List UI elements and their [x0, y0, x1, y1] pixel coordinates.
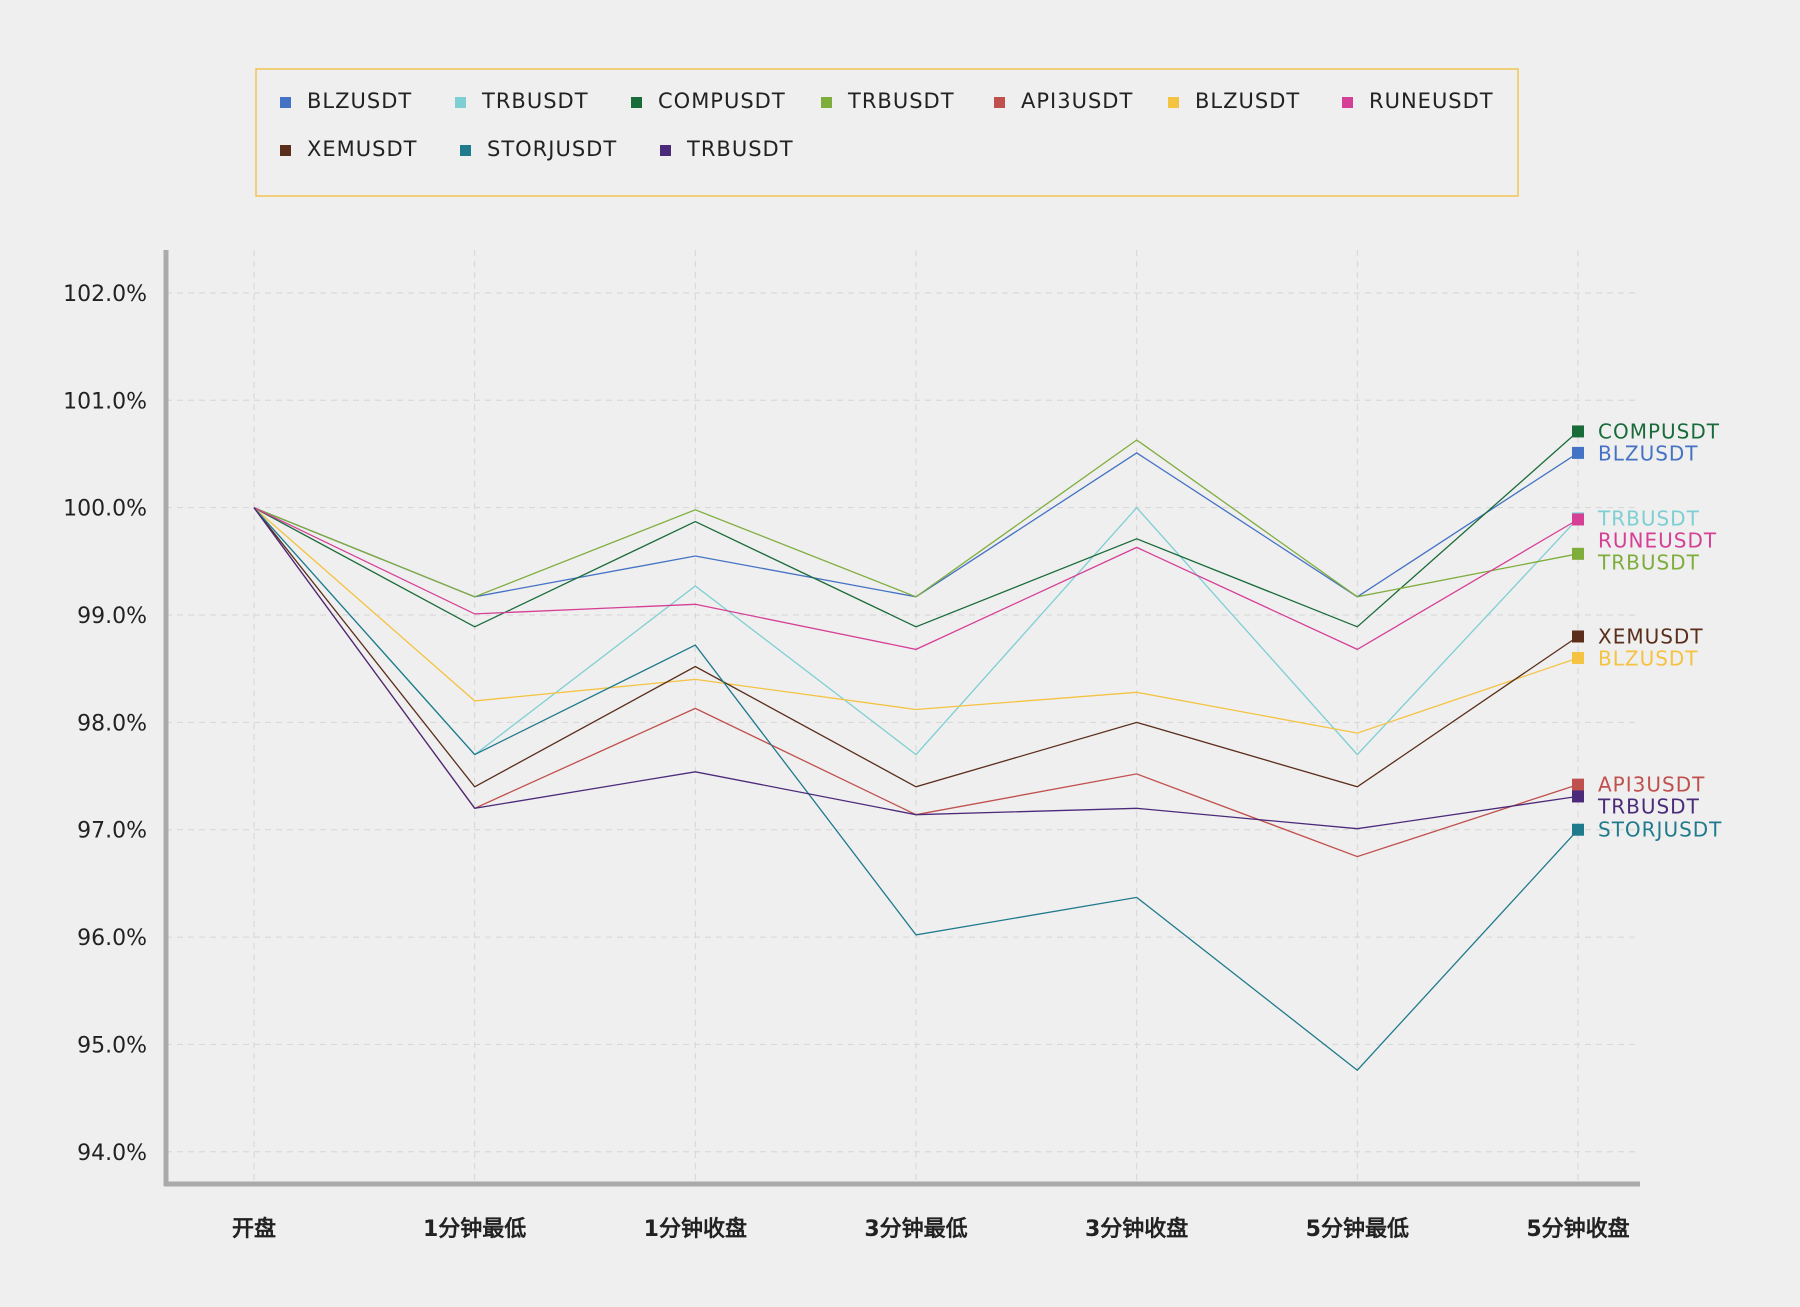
legend-entry: API3USDT — [1021, 89, 1133, 113]
legend-swatch — [994, 97, 1005, 108]
y-tick-label: 95.0% — [77, 1033, 147, 1058]
end-marker — [1572, 823, 1584, 836]
legend-swatch — [821, 97, 832, 108]
legend-swatch — [1342, 97, 1353, 108]
legend-swatch — [631, 97, 642, 108]
end-label: TRBUSDT — [1597, 506, 1700, 530]
legend-entry: STORJUSDT — [487, 137, 617, 161]
end-labels: COMPUSDTBLZUSDTTRBUSDTRUNEUSDTTRBUSDTXEM… — [1572, 419, 1722, 842]
legend-swatch — [660, 145, 671, 156]
series-line-blzusdt — [253, 507, 1579, 734]
end-label: BLZUSDT — [1598, 646, 1699, 670]
end-label: API3USDT — [1598, 773, 1705, 797]
x-tick-label: 1分钟收盘 — [644, 1216, 747, 1242]
grid — [166, 250, 1640, 1184]
series-lines — [253, 430, 1579, 1072]
legend-box — [255, 68, 1519, 197]
legend-entry: BLZUSDT — [307, 89, 412, 113]
y-tick-label: 100.0% — [63, 497, 147, 522]
x-tick-label: 3分钟最低 — [864, 1216, 967, 1242]
legend-entry: TRBUSDT — [686, 137, 794, 161]
end-marker — [1572, 547, 1584, 560]
legend-swatch — [1168, 97, 1179, 108]
legend-entry: TRBUSDT — [481, 89, 589, 113]
y-tick-label: 96.0% — [77, 926, 147, 951]
legend-entry: RUNEUSDT — [1369, 89, 1494, 113]
x-tick-label: 5分钟收盘 — [1526, 1216, 1629, 1242]
series-line-runeusdt — [253, 507, 1579, 651]
end-marker — [1572, 651, 1584, 664]
end-label: BLZUSDT — [1598, 441, 1699, 465]
end-marker — [1572, 630, 1584, 643]
end-marker — [1572, 790, 1584, 803]
x-tick-label: 3分钟收盘 — [1085, 1216, 1188, 1242]
y-tick-label: 102.0% — [63, 282, 147, 307]
x-tick-labels: 开盘 1分钟最低 1分钟收盘 3分钟最低 3分钟收盘 5分钟最低 5分钟收盘 — [232, 1216, 1630, 1242]
series-line-xemusdt — [253, 507, 1579, 788]
legend-entry: XEMUSDT — [307, 137, 417, 161]
end-marker — [1572, 446, 1584, 459]
end-marker — [1572, 778, 1584, 791]
y-tick-label: 94.0% — [77, 1141, 147, 1166]
end-label: RUNEUSDT — [1598, 528, 1717, 552]
y-tick-labels: 94.0% 95.0% 96.0% 97.0% 98.0% 99.0% 100.0% 101.… — [63, 282, 147, 1166]
y-tick-label: 98.0% — [77, 711, 147, 736]
x-tick-label: 1分钟最低 — [423, 1216, 526, 1242]
legend-swatch — [460, 145, 471, 156]
end-label: TRBUSDT — [1597, 795, 1700, 819]
end-label: TRBUSDT — [1597, 550, 1700, 574]
legend-entry: BLZUSDT — [1195, 89, 1300, 113]
end-label: COMPUSDT — [1598, 419, 1720, 443]
legend-swatch — [280, 145, 291, 156]
x-tick-label: 开盘 — [232, 1216, 276, 1242]
series-line-trbusdt — [253, 507, 1579, 830]
x-tick-label: 5分钟最低 — [1306, 1216, 1409, 1242]
series-line-storjusdt — [253, 507, 1579, 1072]
legend-swatch — [455, 97, 466, 108]
end-label: STORJUSDT — [1598, 818, 1722, 842]
legend: BLZUSDT TRBUSDT COMPUSDT TRBUSDT API3USDT BLZ… — [280, 89, 1494, 161]
legend-entry: TRBUSDT — [847, 89, 955, 113]
axes — [163, 250, 1640, 1187]
end-marker — [1572, 425, 1584, 438]
series-line-compusdt — [253, 430, 1579, 628]
y-tick-label: 97.0% — [77, 819, 147, 844]
y-tick-label: 99.0% — [77, 604, 147, 629]
series-line-trbusdt — [253, 439, 1579, 598]
y-tick-label: 101.0% — [63, 389, 147, 414]
legend-swatch — [280, 97, 291, 108]
legend-entry: COMPUSDT — [658, 89, 786, 113]
end-label: XEMUSDT — [1598, 624, 1704, 648]
end-marker — [1572, 513, 1584, 526]
